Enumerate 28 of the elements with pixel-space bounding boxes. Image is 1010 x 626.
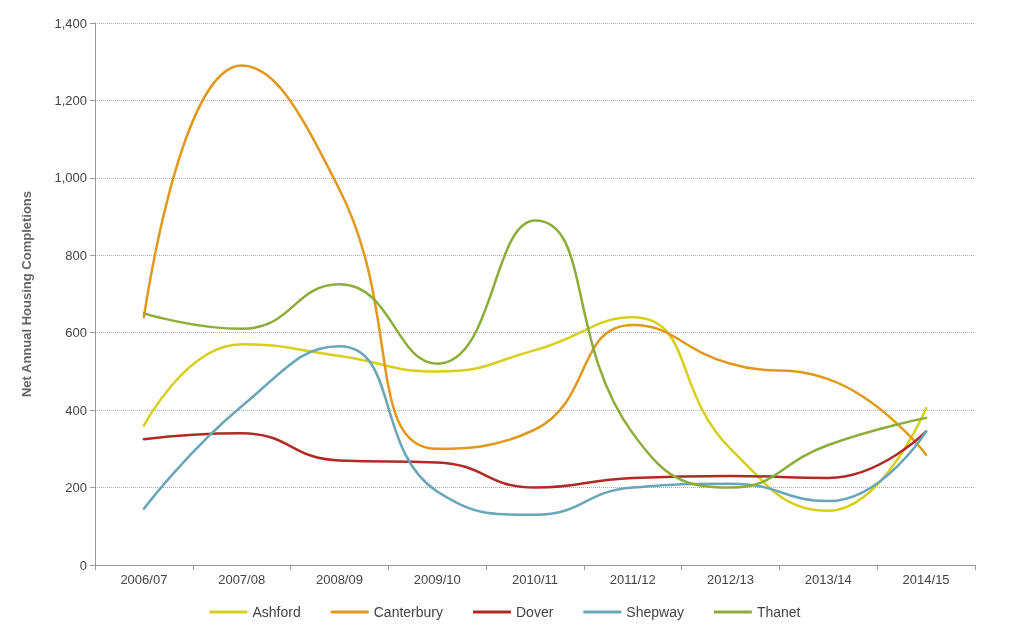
line-series xyxy=(142,64,928,456)
y-tick-label: 200 xyxy=(65,480,87,496)
legend-label: Canterbury xyxy=(373,604,443,620)
line-series xyxy=(142,345,928,516)
line-series xyxy=(142,430,928,489)
x-tick-label: 2009/10 xyxy=(413,572,461,587)
x-tick-label: 2006/07 xyxy=(120,572,168,587)
y-axis-title: Net Annual Housing Completions xyxy=(19,190,34,398)
legend-label: Shepway xyxy=(626,604,684,620)
y-tick-label: 1,000 xyxy=(54,170,87,186)
y-tick-label: 1,200 xyxy=(54,92,87,108)
y-tick-label: 600 xyxy=(65,325,87,341)
y-tick-label: 1,400 xyxy=(54,15,87,31)
x-tick-label: 2010/11 xyxy=(511,572,559,587)
legend-label: Ashford xyxy=(252,604,301,620)
x-tick-label: 2014/15 xyxy=(902,572,950,587)
x-tick-label: 2008/09 xyxy=(315,572,363,587)
y-tick-label: 800 xyxy=(65,247,87,263)
x-tick-label: 2012/13 xyxy=(707,572,755,587)
legend-label: Dover xyxy=(515,604,554,620)
line-series xyxy=(142,219,928,489)
x-tick-label: 2011/12 xyxy=(609,572,656,587)
x-tick-label: 2007/08 xyxy=(218,572,266,587)
line-series xyxy=(142,315,928,513)
x-tick-label: 2013/14 xyxy=(804,572,852,587)
y-tick-label: 0 xyxy=(79,557,87,573)
y-tick-label: 400 xyxy=(65,402,87,418)
legend-label: Thanet xyxy=(756,604,801,620)
